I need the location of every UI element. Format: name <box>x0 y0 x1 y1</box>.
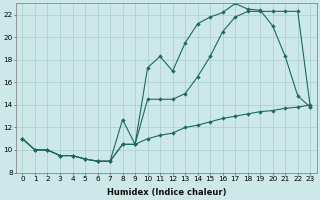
X-axis label: Humidex (Indice chaleur): Humidex (Indice chaleur) <box>107 188 226 197</box>
